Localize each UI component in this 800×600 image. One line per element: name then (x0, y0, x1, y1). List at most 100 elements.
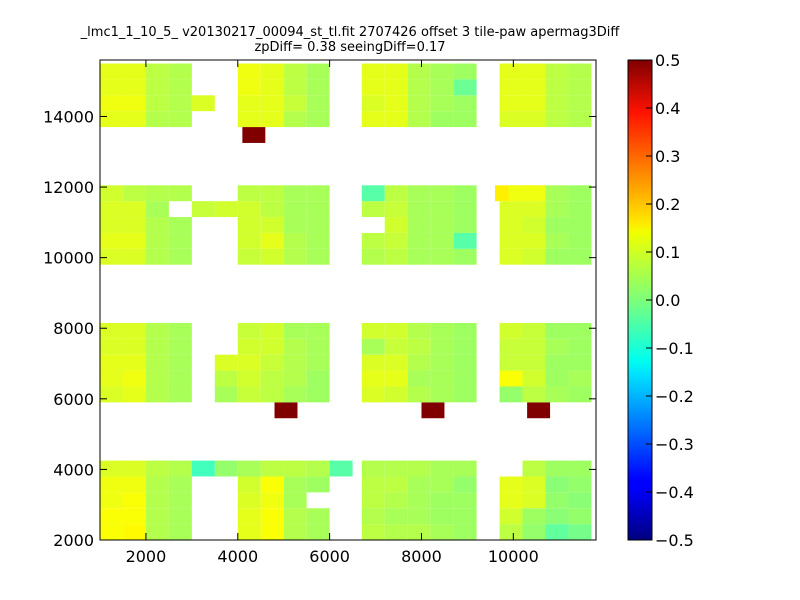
heatmap-cell (384, 524, 408, 540)
heatmap-cell (283, 322, 307, 339)
heatmap-cell (145, 386, 169, 403)
heatmap-cell (306, 386, 330, 403)
heatmap-cell (361, 322, 385, 339)
heatmap-cell (122, 63, 146, 80)
heatmap-cell (407, 370, 431, 387)
heatmap-cell (168, 111, 192, 128)
heatmap-cell (453, 354, 477, 371)
heatmap-cell (283, 338, 307, 355)
heatmap-cell (145, 354, 169, 371)
x-tick-label: 8000 (401, 547, 442, 566)
heatmap-cell (407, 248, 431, 265)
heatmap-cell (283, 185, 307, 202)
heatmap-cell (237, 232, 261, 249)
heatmap-cell (453, 370, 477, 387)
heatmap-cell (361, 248, 385, 265)
heatmap-cell (122, 476, 146, 493)
heatmap-cell (568, 185, 592, 202)
heatmap-cell (384, 322, 408, 339)
heatmap-cell (306, 63, 330, 80)
heatmap-cell (306, 338, 330, 355)
colorbar-tick-label: 0.1 (655, 243, 680, 262)
heatmap-cell (260, 524, 284, 540)
heatmap-cell (384, 508, 408, 525)
figure-title-line-2: zpDiff= 0.38 seeingDiff=0.17 (254, 40, 446, 55)
heatmap-cell (499, 95, 523, 112)
heatmap-cell (384, 232, 408, 249)
heatmap-cell (545, 354, 569, 371)
heatmap-cell (430, 508, 454, 525)
heatmap-cell (545, 79, 569, 96)
heatmap-cell (522, 386, 546, 403)
heatmap-cell (306, 217, 330, 233)
heatmap-cell (100, 201, 123, 218)
heatmap-cell (214, 386, 238, 403)
heatmap-cell (568, 63, 592, 80)
heatmap-cell (122, 492, 146, 509)
heatmap-cell (453, 63, 477, 80)
heatmap-cell (384, 217, 408, 233)
heatmap-cell (283, 248, 307, 265)
heatmap-cell (499, 338, 523, 355)
heatmap-cell (100, 322, 123, 339)
heatmap-cell (242, 127, 266, 143)
heatmap-cell (384, 79, 408, 96)
heatmap-cell (145, 217, 169, 233)
heatmap-cell (122, 322, 146, 339)
heatmap-cell (283, 201, 307, 218)
heatmap-cell (237, 354, 261, 371)
heatmap-cell (122, 79, 146, 96)
heatmap-cell (453, 185, 477, 202)
heatmap-cell (407, 217, 431, 233)
heatmap-cell (430, 111, 454, 128)
heatmap-cell (306, 248, 330, 265)
heatmap-cell (522, 201, 546, 218)
heatmap-cell (361, 476, 385, 493)
heatmap-cell (361, 492, 385, 509)
heatmap-cell (145, 460, 169, 477)
heatmap-cell (283, 386, 307, 403)
heatmap-cell (260, 232, 284, 249)
heatmap-cell (260, 354, 284, 371)
heatmap-cell (122, 217, 146, 233)
heatmap-cell (545, 185, 569, 202)
heatmap-cell (568, 248, 592, 265)
heatmap-cell (361, 185, 385, 202)
heatmap-cell (430, 354, 454, 371)
heatmap-cell (145, 111, 169, 128)
heatmap-cell (384, 201, 408, 218)
heatmap-cell (361, 232, 385, 249)
heatmap-cell (568, 354, 592, 371)
heatmap-cell (145, 79, 169, 96)
heatmap-cell (453, 111, 477, 128)
heatmap-cell (430, 322, 454, 339)
heatmap-cell (283, 111, 307, 128)
heatmap-cell (283, 63, 307, 80)
colorbar-tick-label: 0.0 (655, 291, 680, 310)
colorbar-tick-label: 0.3 (655, 147, 680, 166)
heatmap-cell (237, 95, 261, 112)
heatmap-cell (145, 492, 169, 509)
heatmap-cell (499, 524, 523, 540)
heatmap-cell (237, 201, 261, 218)
heatmap-cell (168, 476, 192, 493)
x-tick-label: 6000 (309, 547, 350, 566)
heatmap-cell (407, 386, 431, 403)
heatmap-cell (361, 370, 385, 387)
heatmap-cell (306, 185, 330, 202)
heatmap-cell (191, 95, 215, 112)
heatmap-cell (545, 232, 569, 249)
heatmap-cell (361, 63, 385, 80)
heatmap-cell (522, 185, 546, 202)
y-tick-label: 8000 (53, 319, 94, 338)
heatmap-cell (384, 354, 408, 371)
heatmap-cell (499, 476, 523, 493)
heatmap-cell (384, 492, 408, 509)
heatmap-cell (191, 460, 215, 477)
heatmap-cell (545, 248, 569, 265)
heatmap-cell (522, 370, 546, 387)
heatmap-cell (545, 460, 569, 477)
heatmap-cell (283, 460, 307, 477)
heatmap-cell (522, 492, 546, 509)
heatmap-cell (168, 338, 192, 355)
